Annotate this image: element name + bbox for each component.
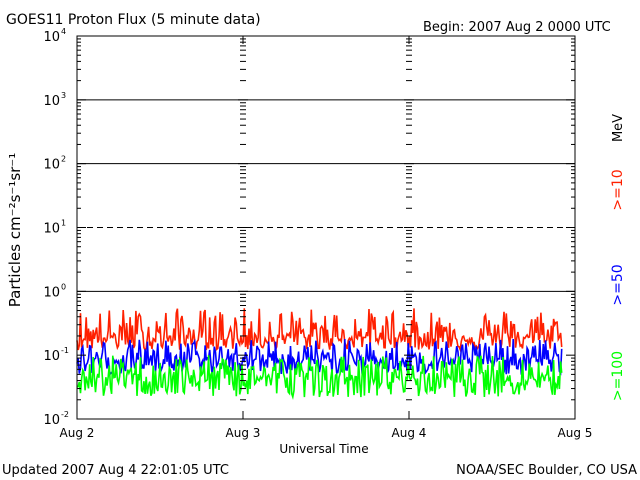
series-line [76,355,563,401]
legend-unit: MeV [611,114,626,142]
updated-timestamp: Updated 2007 Aug 4 22:01:05 UTC [2,463,229,478]
x-axis-label: Universal Time [279,442,368,456]
credit-label: NOAA/SEC Boulder, CO USA [456,463,637,478]
y-tick-exponent: 1 [61,219,66,228]
y-tick-exponent: 2 [61,155,66,164]
x-tick-label: Aug 4 [392,426,427,440]
series-line [76,308,563,353]
reference-lines [77,99,575,292]
y-tick-label: 10 [43,222,60,237]
x-tick-labels: Aug 2 Aug 3 Aug 4 Aug 5 [60,426,593,440]
axes [76,35,576,420]
x-tick-label: Aug 2 [60,426,95,440]
legend-entry: >=10 [610,169,626,210]
legend-entry: >=100 [610,351,626,401]
legend: MeV >=10 >=50 >=100 [610,114,626,401]
y-tick-exponent: 3 [61,91,66,100]
y-tick-label: 10 [43,94,60,109]
y-tick-exponent: -1 [61,346,69,355]
series-lines [76,308,563,401]
begin-label: Begin: 2007 Aug 2 0000 UTC [423,20,611,35]
y-tick-label: 10 [43,285,60,300]
y-tick-exponent: -2 [61,410,69,419]
y-tick-exponent: 0 [61,282,66,291]
y-tick-label: 10 [43,413,60,428]
chart-title: GOES11 Proton Flux (5 minute data) [6,12,261,28]
y-tick-exponent: 4 [61,27,66,36]
x-tick-label: Aug 3 [226,426,261,440]
y-axis-label: Particles cm⁻²s⁻¹sr⁻¹ [6,153,24,307]
y-tick-label: 10 [43,30,60,45]
y-tick-label: 10 [43,349,60,364]
x-tick-label: Aug 5 [558,426,593,440]
y-tick-label: 10 [43,158,60,173]
legend-entry: >=50 [610,264,626,305]
